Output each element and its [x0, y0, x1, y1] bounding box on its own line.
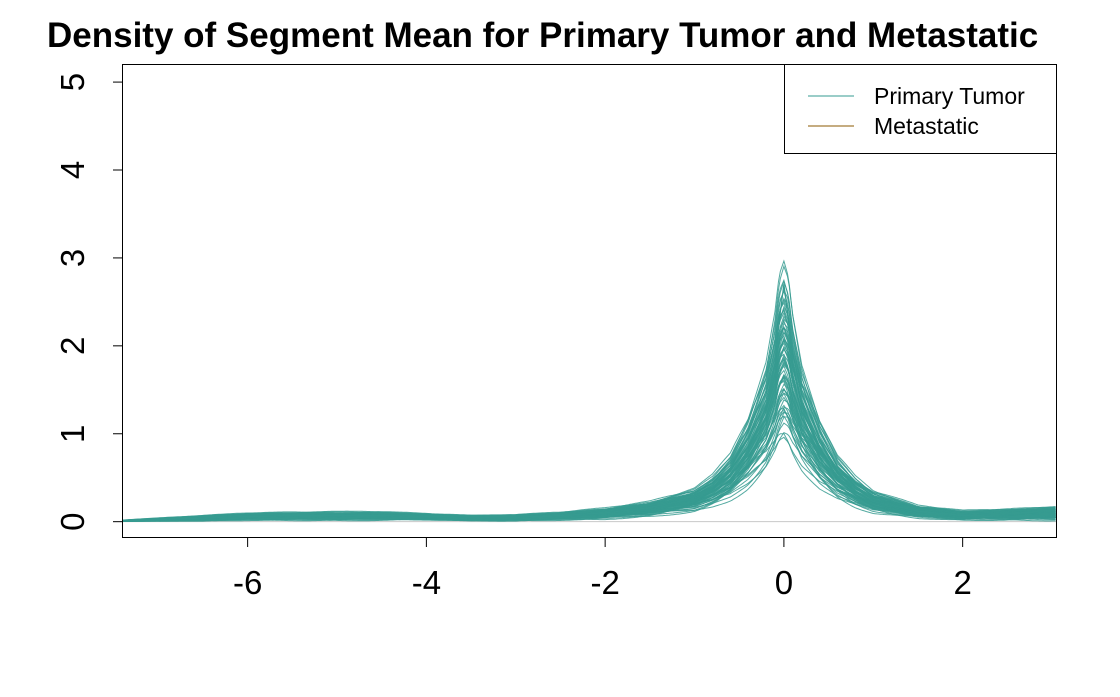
density-curve: [122, 339, 1056, 521]
density-curve: [122, 325, 1056, 522]
density-curve: [122, 392, 1056, 522]
density-curve: [122, 356, 1056, 522]
density-curve: [122, 278, 1056, 522]
density-curve: [122, 392, 1056, 522]
x-tick-label: -2: [590, 564, 619, 601]
density-curve: [122, 387, 1056, 522]
density-curve: [122, 358, 1056, 522]
density-curve: [122, 379, 1056, 522]
density-curve: [122, 347, 1056, 522]
x-tick-label: -4: [412, 564, 441, 601]
x-tick-label: 2: [953, 564, 971, 601]
density-curve: [122, 373, 1056, 522]
y-tick-label: 0: [54, 513, 91, 531]
y-axis: 0 1 2 3 4 5: [54, 73, 123, 531]
density-curve: [122, 380, 1056, 522]
density-curve: [122, 345, 1056, 522]
density-curve: [122, 326, 1056, 522]
density-curve: [122, 353, 1056, 522]
density-curve: [122, 259, 1056, 522]
x-tick-label: 0: [775, 564, 793, 601]
density-curve: [122, 369, 1056, 522]
density-curve: [122, 319, 1056, 522]
density-curve: [122, 374, 1056, 522]
x-tick-label: -6: [233, 564, 262, 601]
density-curve-center: [122, 284, 1057, 522]
y-tick-label: 4: [54, 161, 91, 179]
density-curve: [122, 336, 1056, 521]
y-tick-label: 5: [54, 73, 91, 91]
density-curve: [122, 289, 1056, 521]
density-curve: [122, 354, 1056, 522]
density-curve: [122, 298, 1056, 522]
y-tick-label: 2: [54, 337, 91, 355]
legend-box: [784, 64, 1057, 154]
density-curve: [122, 363, 1056, 522]
density-curve: [122, 375, 1056, 521]
density-curve: [122, 338, 1056, 522]
density-curve: [122, 280, 1056, 521]
density-curve: [122, 297, 1056, 521]
density-curve: [122, 388, 1056, 522]
density-curve: [122, 264, 1056, 521]
density-curve: [122, 396, 1056, 522]
density-curve: [122, 317, 1056, 521]
density-curve: [122, 376, 1056, 522]
plot-area: [122, 259, 1057, 523]
legend-label: Primary Tumor: [874, 83, 1025, 109]
y-tick-label: 1: [54, 425, 91, 443]
density-curve: [122, 412, 1056, 522]
density-curve: [122, 311, 1056, 521]
density-curve: [122, 358, 1056, 521]
x-axis: -6 -4 -2 0 2: [233, 537, 972, 601]
density-curve: [122, 365, 1056, 522]
series-0: [122, 259, 1057, 522]
density-curve: [122, 301, 1056, 522]
density-curve: [122, 314, 1056, 522]
density-curve: [122, 326, 1056, 521]
density-curve: [122, 330, 1056, 521]
density-curve: [122, 322, 1056, 521]
density-curve: [122, 326, 1056, 522]
density-curve: [122, 339, 1056, 522]
density-curve: [122, 331, 1056, 522]
series-group: [122, 259, 1057, 523]
density-curve: [122, 361, 1056, 521]
legend-label: Metastatic: [874, 113, 979, 139]
density-curve: [122, 305, 1056, 521]
density-curve: [122, 347, 1056, 521]
y-tick-label: 3: [54, 249, 91, 267]
density-curve: [122, 360, 1056, 522]
density-curve: [122, 307, 1056, 522]
density-curve: [122, 383, 1056, 522]
legend: Primary Tumor Metastatic: [784, 64, 1057, 154]
density-curve: [122, 399, 1056, 522]
density-curve: [122, 348, 1056, 522]
density-curve: [122, 388, 1056, 521]
density-curve: [122, 342, 1056, 522]
chart-title: Density of Segment Mean for Primary Tumo…: [47, 16, 1038, 55]
density-curve: [122, 334, 1056, 521]
density-curve: [122, 288, 1056, 521]
density-curve: [122, 309, 1056, 521]
density-curve: [122, 376, 1056, 522]
